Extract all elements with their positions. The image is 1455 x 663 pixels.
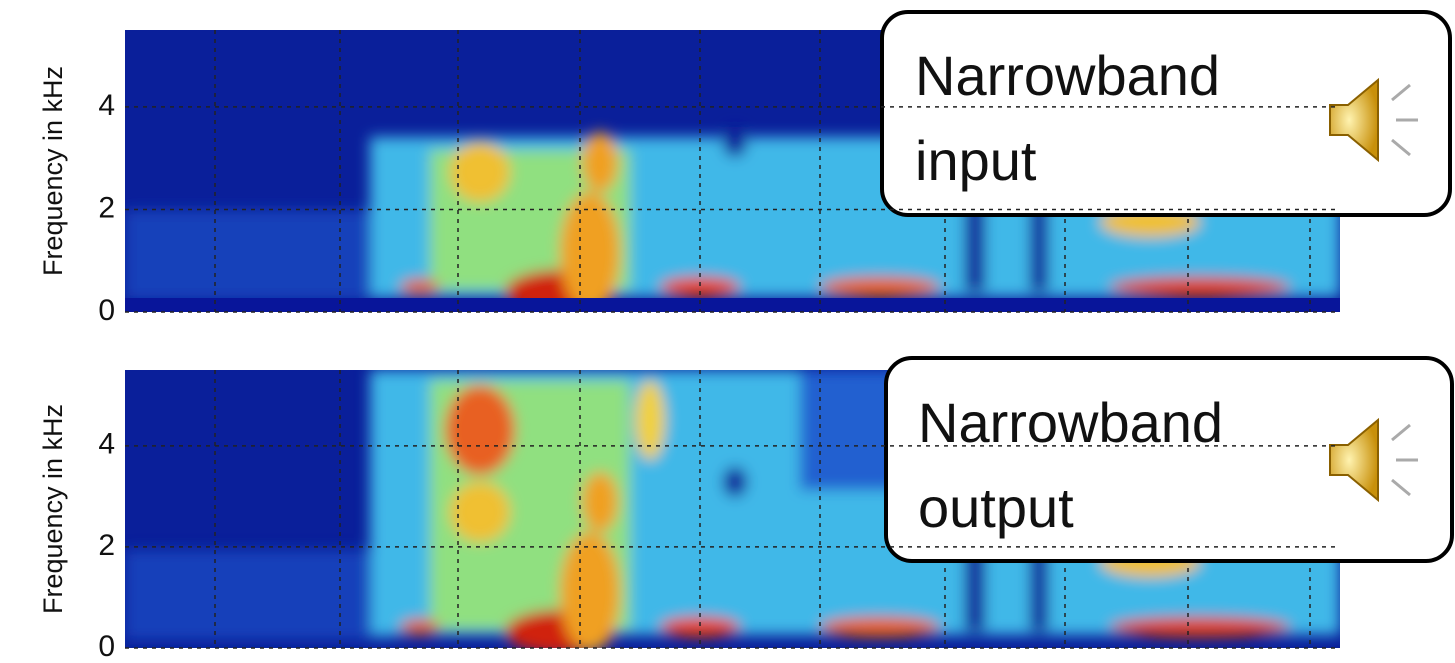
callout: Narrowband output [884, 356, 1454, 563]
y-tick-label: 2 [98, 191, 115, 224]
callout-text: output [918, 476, 1074, 539]
y-tick-label: 4 [98, 89, 115, 122]
speaker-icon[interactable] [1329, 417, 1418, 503]
speaker-icon[interactable] [1329, 77, 1418, 163]
y-tick-label: 4 [98, 428, 115, 461]
y-tick-label: 2 [98, 529, 115, 562]
callout: Narrowband input [880, 10, 1452, 217]
callout-text: Narrowband [918, 391, 1223, 454]
callout-text: input [915, 129, 1037, 192]
y-tick-label: 0 [98, 630, 115, 663]
y-axis-label: Frequency in kHz [38, 404, 68, 614]
y-tick-label: 0 [98, 294, 115, 327]
y-axis-label: Frequency in kHz [38, 66, 68, 276]
callout-text: Narrowband [915, 44, 1220, 107]
